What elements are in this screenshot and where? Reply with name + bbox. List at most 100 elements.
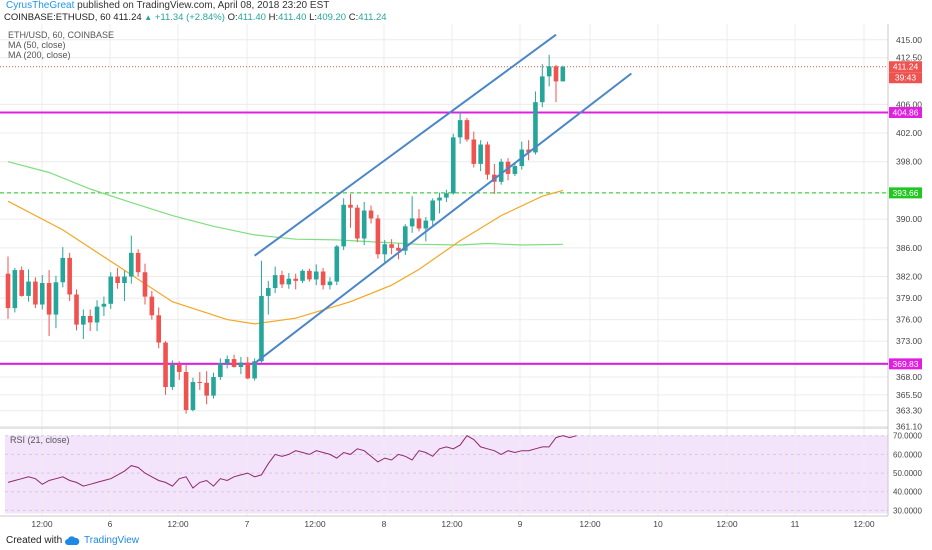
candle-body <box>176 364 182 372</box>
high-value: 411.40 <box>278 12 307 23</box>
price-tick-label: 382.00 <box>896 272 922 282</box>
publish-info: CyrusTheGreat published on TradingView.c… <box>0 0 932 12</box>
symbol-name: COINBASE:ETHUSD, 60 <box>4 12 111 23</box>
candle-body <box>53 282 59 315</box>
candle-body <box>5 273 11 309</box>
low-value: 409.20 <box>317 12 347 23</box>
candle-body <box>320 271 326 286</box>
candle-body <box>190 382 196 410</box>
candle-countdown-label: 39:43 <box>895 73 917 83</box>
price-tick-label: 379.00 <box>896 293 922 303</box>
candle-body <box>423 220 429 229</box>
horizontal-levels <box>0 66 888 365</box>
candle-body <box>204 382 209 396</box>
time-axis: 12:00 6 12:00 7 12:00 8 12:00 9 12:00 10 12:00 11 12… <box>31 519 875 529</box>
candle-body <box>409 218 415 227</box>
candle-body <box>94 306 100 323</box>
price-tick-label: 390.00 <box>896 214 922 224</box>
time-tick-label: 12:00 <box>853 519 875 529</box>
price-tick-label: 373.00 <box>896 336 922 346</box>
price-tick-label: 365.50 <box>896 390 922 400</box>
candle-body <box>101 303 107 307</box>
price-tick-label: 402.00 <box>896 128 922 138</box>
up-arrow-icon: ▲ <box>144 13 153 22</box>
candle-body <box>218 363 223 377</box>
candle-body <box>224 359 230 364</box>
tradingview-brand[interactable]: TradingView <box>64 532 139 550</box>
rsi-pane <box>7 435 577 489</box>
price-tick-label: 398.00 <box>896 157 922 167</box>
price-tick-label: 376.00 <box>896 315 922 325</box>
candle-body <box>341 204 346 247</box>
channel-upper-line <box>254 33 557 257</box>
candle-body <box>81 316 86 325</box>
candle-body <box>560 66 566 82</box>
candle-body <box>252 361 257 379</box>
chart-legend: ETH/USD, 60, COINBASE MA (50, close) MA … <box>8 30 114 60</box>
price-axis: 415.00 412.50 406.00 402.00 398.00 393.66 390.… <box>896 35 922 432</box>
rsi-legend: RSI (21, close) <box>10 435 70 445</box>
candle-body <box>403 226 408 251</box>
candle-body <box>272 275 278 289</box>
candle-body <box>60 257 66 283</box>
candle-body <box>444 193 449 198</box>
level-value-label: 393.66 <box>893 188 919 198</box>
candle-body <box>231 359 237 367</box>
candle-body <box>108 276 114 304</box>
price-tick-label: 406.00 <box>896 99 922 109</box>
price-change: +11.34 (+2.84%) <box>154 12 225 23</box>
candle-body <box>498 161 504 182</box>
symbol-bar: COINBASE:ETHUSD, 60 411.24 ▲ +11.34 (+2.… <box>4 12 387 24</box>
candle-body <box>286 278 292 285</box>
candle-body <box>348 204 353 208</box>
rsi-tick-label: 30.0000 <box>893 506 922 515</box>
time-tick-label: 12:00 <box>304 519 326 529</box>
time-tick-label: 10 <box>653 519 663 529</box>
open-value: 411.40 <box>237 12 266 23</box>
candle-body <box>334 246 340 282</box>
candle-body <box>533 102 538 153</box>
candle-body <box>26 281 31 296</box>
price-tick-label: 363.30 <box>896 406 922 416</box>
candle-body <box>266 288 271 296</box>
price-tick-label: 368.00 <box>896 372 922 382</box>
candle-body <box>355 207 360 239</box>
candle-body <box>437 197 442 201</box>
channel-lower-line <box>253 72 632 365</box>
time-tick-label: 9 <box>518 519 523 529</box>
level-value-label-bg <box>889 358 922 370</box>
rsi-tick-label: 70.0000 <box>893 432 922 441</box>
level-value-label: 404.86 <box>893 108 919 118</box>
open-label: O: <box>227 12 238 23</box>
author-link[interactable]: CyrusTheGreat <box>6 0 75 11</box>
candle-body <box>259 295 264 362</box>
chart-canvas[interactable]: 415.00 412.50 406.00 402.00 398.00 393.66 390.… <box>0 24 932 532</box>
candle-body <box>245 362 251 379</box>
legend-ma50: MA (50, close) <box>8 40 66 50</box>
candle-body <box>546 66 552 77</box>
candle-body <box>149 296 155 316</box>
candle-body <box>389 244 394 248</box>
candle-body <box>416 218 422 229</box>
candle-body <box>471 139 477 164</box>
high-label: H: <box>268 12 279 23</box>
time-tick-label: 12:00 <box>579 519 601 529</box>
candle-body <box>430 200 435 221</box>
candle-body <box>450 137 456 194</box>
candle-body <box>87 316 93 323</box>
time-tick-label: 11 <box>791 519 800 529</box>
level-value-label: 369.83 <box>893 359 919 369</box>
candle-body <box>478 144 483 164</box>
close-value: 411.24 <box>358 12 387 23</box>
candle-body <box>142 272 148 297</box>
published-text: published on TradingView.com, April 08, … <box>77 0 330 11</box>
last-price: 411.24 <box>113 12 142 23</box>
candle-countdown-label-bg <box>889 72 922 84</box>
candle-body <box>183 371 189 410</box>
candle-body <box>361 210 367 239</box>
level-value-label-bg <box>889 107 922 119</box>
price-tick-label: 415.00 <box>896 35 922 45</box>
candle-body <box>39 282 45 305</box>
candle-body <box>382 244 388 255</box>
